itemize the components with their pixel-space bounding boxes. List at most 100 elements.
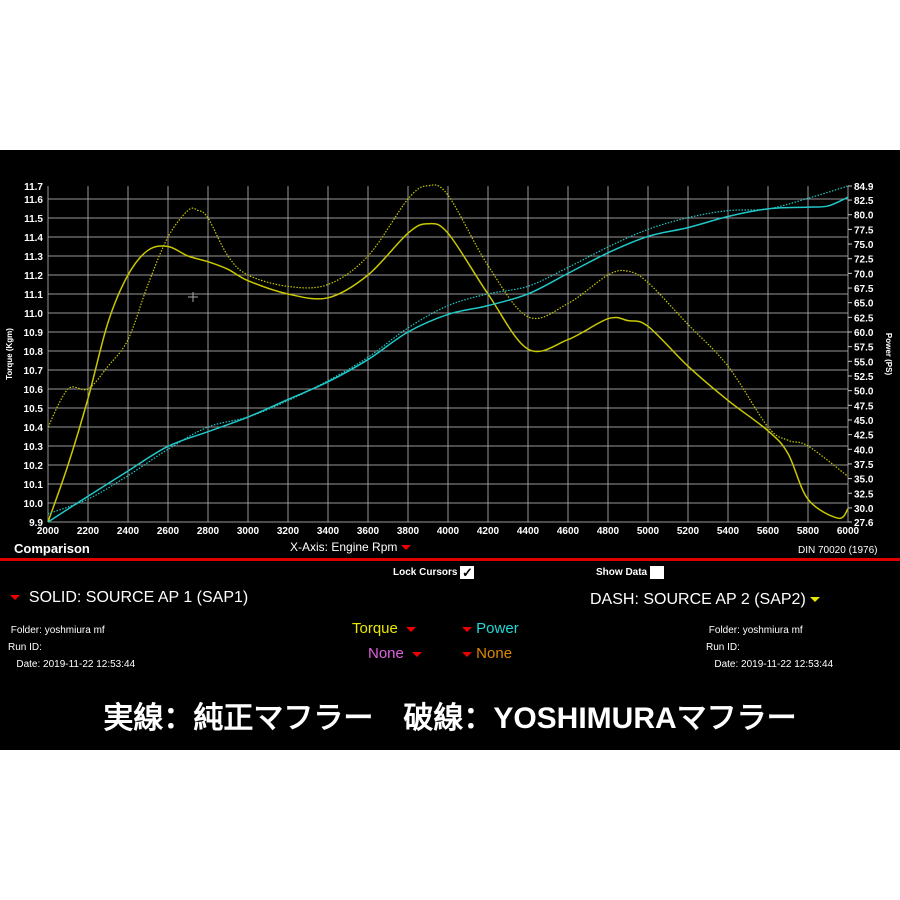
dropdown-arrow-icon <box>462 651 472 657</box>
show-data-toggle[interactable]: Show Data <box>596 566 665 579</box>
y-left-tick-label: 11.6 <box>24 195 43 206</box>
y-right-tick-label: 27.6 <box>854 518 874 529</box>
y-left-tick-label: 11.5 <box>24 214 43 225</box>
x-tick-label: 5600 <box>757 526 780 537</box>
x-tick-label: 5400 <box>717 526 740 537</box>
comparison-label: Comparison <box>14 541 90 556</box>
x-tick-label: 4600 <box>557 526 580 537</box>
xaxis-selector[interactable]: X-Axis: Engine Rpm <box>290 540 411 554</box>
y-right-tick-label: 45.0 <box>854 416 874 427</box>
y-right-tick-label: 70.0 <box>854 269 874 280</box>
y-right-tick-label: 37.5 <box>854 460 874 471</box>
y-right-tick-label: 50.0 <box>854 387 874 398</box>
dyno-panel <box>0 150 900 750</box>
dropdown-arrow-icon <box>406 626 417 632</box>
y-left-tick-label: 11.2 <box>24 271 43 282</box>
run-id-label: Run ID: <box>706 642 740 653</box>
dash-source-selector[interactable]: DASH: SOURCE AP 2 (SAP2) <box>590 591 821 609</box>
solid-info: Folder: yoshmiura mf Run ID: Date: 2019-… <box>8 622 135 673</box>
x-tick-label: 4200 <box>477 526 500 537</box>
y-left-tick-label: 9.9 <box>29 518 43 529</box>
y-left-tick-label: 10.3 <box>24 442 44 453</box>
y-right-tick-label: 65.0 <box>854 299 874 310</box>
y-right-tick-label: 60.0 <box>854 328 874 339</box>
x-tick-label: 3000 <box>237 526 260 537</box>
x-tick-label: 5000 <box>637 526 660 537</box>
y-left-tick-label: 10.5 <box>24 404 44 415</box>
lock-cursors-checkbox[interactable]: ✓ <box>460 565 475 580</box>
y-right-tick-label: 32.5 <box>854 489 874 500</box>
folder-label: Folder: <box>708 625 740 636</box>
dash-info: Folder: yoshmiura mf Run ID: Date: 2019-… <box>706 622 833 673</box>
dash-folder: yoshmiura mf <box>742 625 803 636</box>
x-tick-label: 3400 <box>317 526 340 537</box>
y-left-axis-title: Torque (Kgm) <box>5 328 14 380</box>
dropdown-arrow-icon <box>412 651 423 657</box>
date-label: Date: <box>714 659 739 670</box>
none-label: None <box>368 645 404 662</box>
x-tick-label: 2000 <box>37 526 60 537</box>
dropdown-arrow-icon <box>10 595 20 601</box>
show-data-label: Show Data <box>596 567 648 579</box>
y-left-tick-label: 10.7 <box>24 366 44 377</box>
x-tick-label: 2600 <box>157 526 180 537</box>
y-right-tick-label: 72.5 <box>854 255 874 266</box>
y-right-tick-label: 35.0 <box>854 475 874 486</box>
y-right-tick-label: 75.0 <box>854 240 874 251</box>
x-tick-label: 2400 <box>117 526 140 537</box>
y-left-tick-label: 11.0 <box>24 309 43 320</box>
x-tick-label: 3800 <box>397 526 420 537</box>
y-right-tick-label: 62.5 <box>854 313 874 324</box>
standard-label: DIN 70020 (1976) <box>798 545 878 556</box>
show-data-checkbox[interactable] <box>650 566 665 579</box>
dropdown-arrow-icon <box>400 545 411 551</box>
channel-2-selector[interactable]: Power <box>462 620 519 637</box>
y-right-tick-label: 30.0 <box>854 504 874 515</box>
torque-solid-line <box>47 222 849 523</box>
y-right-tick-label: 47.5 <box>854 401 874 412</box>
dash-date: 2019-11-22 12:53:44 <box>741 659 834 670</box>
channel-4-selector[interactable]: None <box>462 645 512 662</box>
channel-1-selector[interactable]: Torque <box>352 620 417 637</box>
y-right-tick-label: 42.5 <box>854 431 874 442</box>
x-tick-label: 2800 <box>197 526 220 537</box>
y-right-axis-title: Power (PS) <box>884 333 893 376</box>
x-tick-label: 5800 <box>797 526 820 537</box>
torque-dash-line <box>47 184 849 477</box>
y-right-tick-label: 55.0 <box>854 357 874 368</box>
folder-label: Folder: <box>10 625 42 636</box>
x-tick-label: 3600 <box>357 526 380 537</box>
power-dash-line <box>47 185 849 515</box>
y-left-tick-label: 11.4 <box>24 233 43 244</box>
y-right-tick-label: 84.9 <box>854 182 874 193</box>
xaxis-label: X-Axis: Engine Rpm <box>290 540 398 554</box>
dropdown-arrow-icon <box>462 626 472 632</box>
y-left-tick-label: 11.3 <box>24 252 43 263</box>
y-left-tick-label: 10.8 <box>24 347 44 358</box>
lock-cursors-label: Lock Cursors <box>393 567 458 579</box>
lock-cursors-toggle[interactable]: Lock Cursors ✓ <box>393 565 475 580</box>
divider <box>0 558 900 561</box>
y-left-tick-label: 10.4 <box>24 423 44 434</box>
power-solid-line <box>47 196 849 523</box>
caption: 実線：純正マフラー 破線：YOSHIMURAマフラー <box>103 702 797 735</box>
run-id-label: Run ID: <box>8 642 42 653</box>
solid-source-selector[interactable]: SOLID: SOURCE AP 1 (SAP1) <box>10 589 248 607</box>
x-tick-label: 3200 <box>277 526 300 537</box>
x-tick-label: 4000 <box>437 526 460 537</box>
power-label: Power <box>476 620 519 637</box>
solid-source-title: SOLID: SOURCE AP 1 (SAP1) <box>28 589 249 606</box>
none-label: None <box>476 645 513 662</box>
x-tick-label: 4800 <box>597 526 620 537</box>
x-tick-label: 5200 <box>677 526 700 537</box>
y-right-tick-label: 40.0 <box>854 445 874 456</box>
y-left-tick-label: 10.1 <box>24 480 44 491</box>
solid-date: 2019-11-22 12:53:44 <box>43 659 136 670</box>
channel-3-selector[interactable]: None <box>368 645 423 662</box>
y-right-tick-label: 80.0 <box>854 211 874 222</box>
x-tick-label: 2200 <box>77 526 100 537</box>
y-left-tick-label: 10.2 <box>24 461 44 472</box>
y-right-tick-label: 57.5 <box>854 343 874 354</box>
y-left-tick-label: 11.1 <box>24 290 43 301</box>
